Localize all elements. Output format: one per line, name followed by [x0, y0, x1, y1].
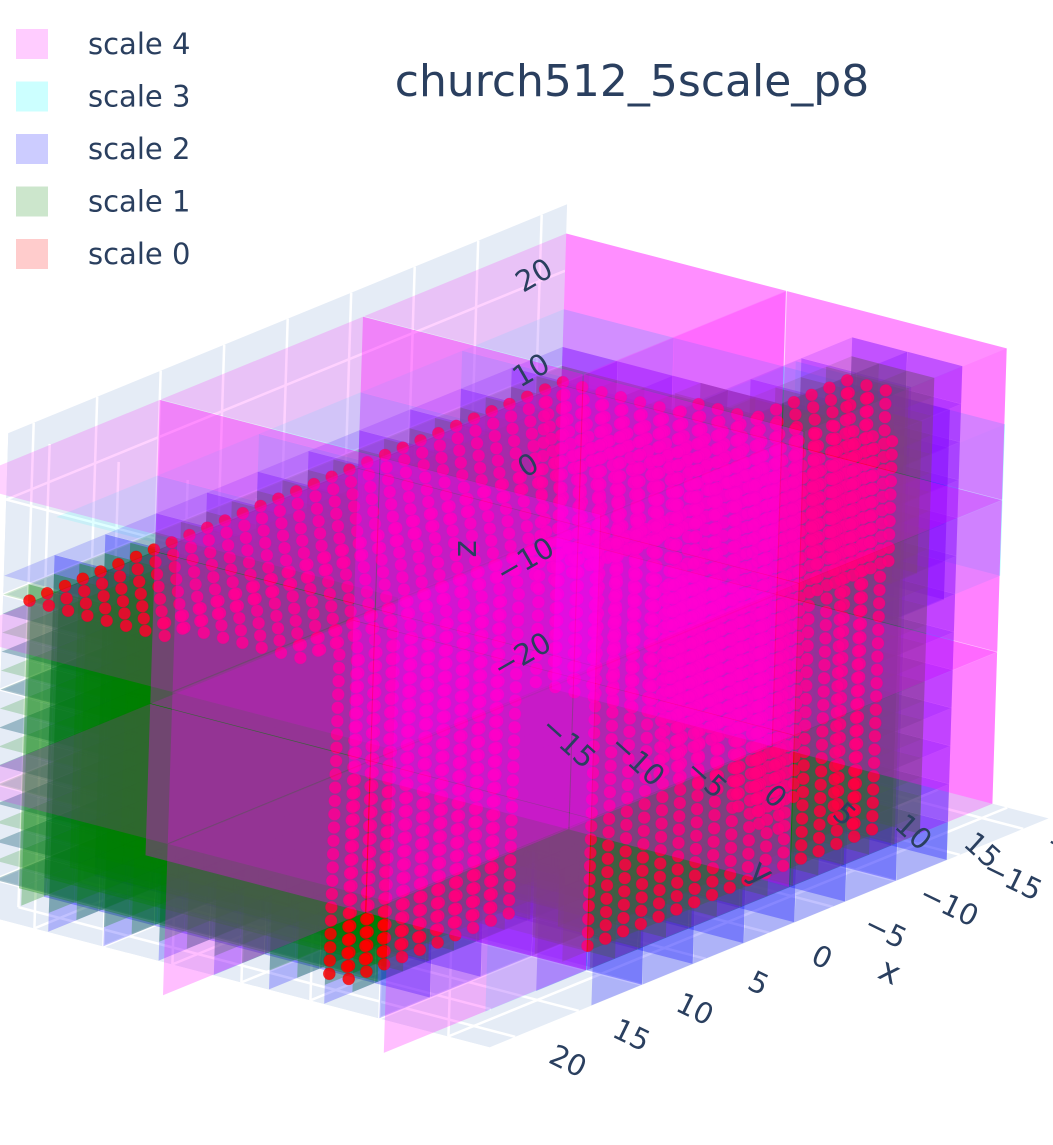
gridline-x: [271, 318, 289, 804]
gridline-y: [309, 515, 327, 1001]
gridline-x: [17, 422, 35, 908]
scale-3-voxel: [161, 656, 373, 802]
gridline-x: [18, 905, 516, 1039]
voxel-marks: [0, 233, 1007, 1053]
scale-3-voxel: [159, 732, 371, 878]
scale-3-voxel: [49, 703, 261, 850]
scale-3-voxel: [46, 779, 258, 926]
gridline-y: [33, 443, 51, 929]
scale-3-voxel: [51, 627, 263, 774]
gridline-y: [171, 479, 189, 965]
scale-3-voxel: [380, 790, 592, 936]
gridline-x: [80, 396, 99, 882]
gridline-x: [145, 853, 643, 987]
gridline-x: [144, 370, 162, 856]
gridline-y: [102, 461, 120, 947]
scale-3-voxel: [157, 808, 369, 954]
